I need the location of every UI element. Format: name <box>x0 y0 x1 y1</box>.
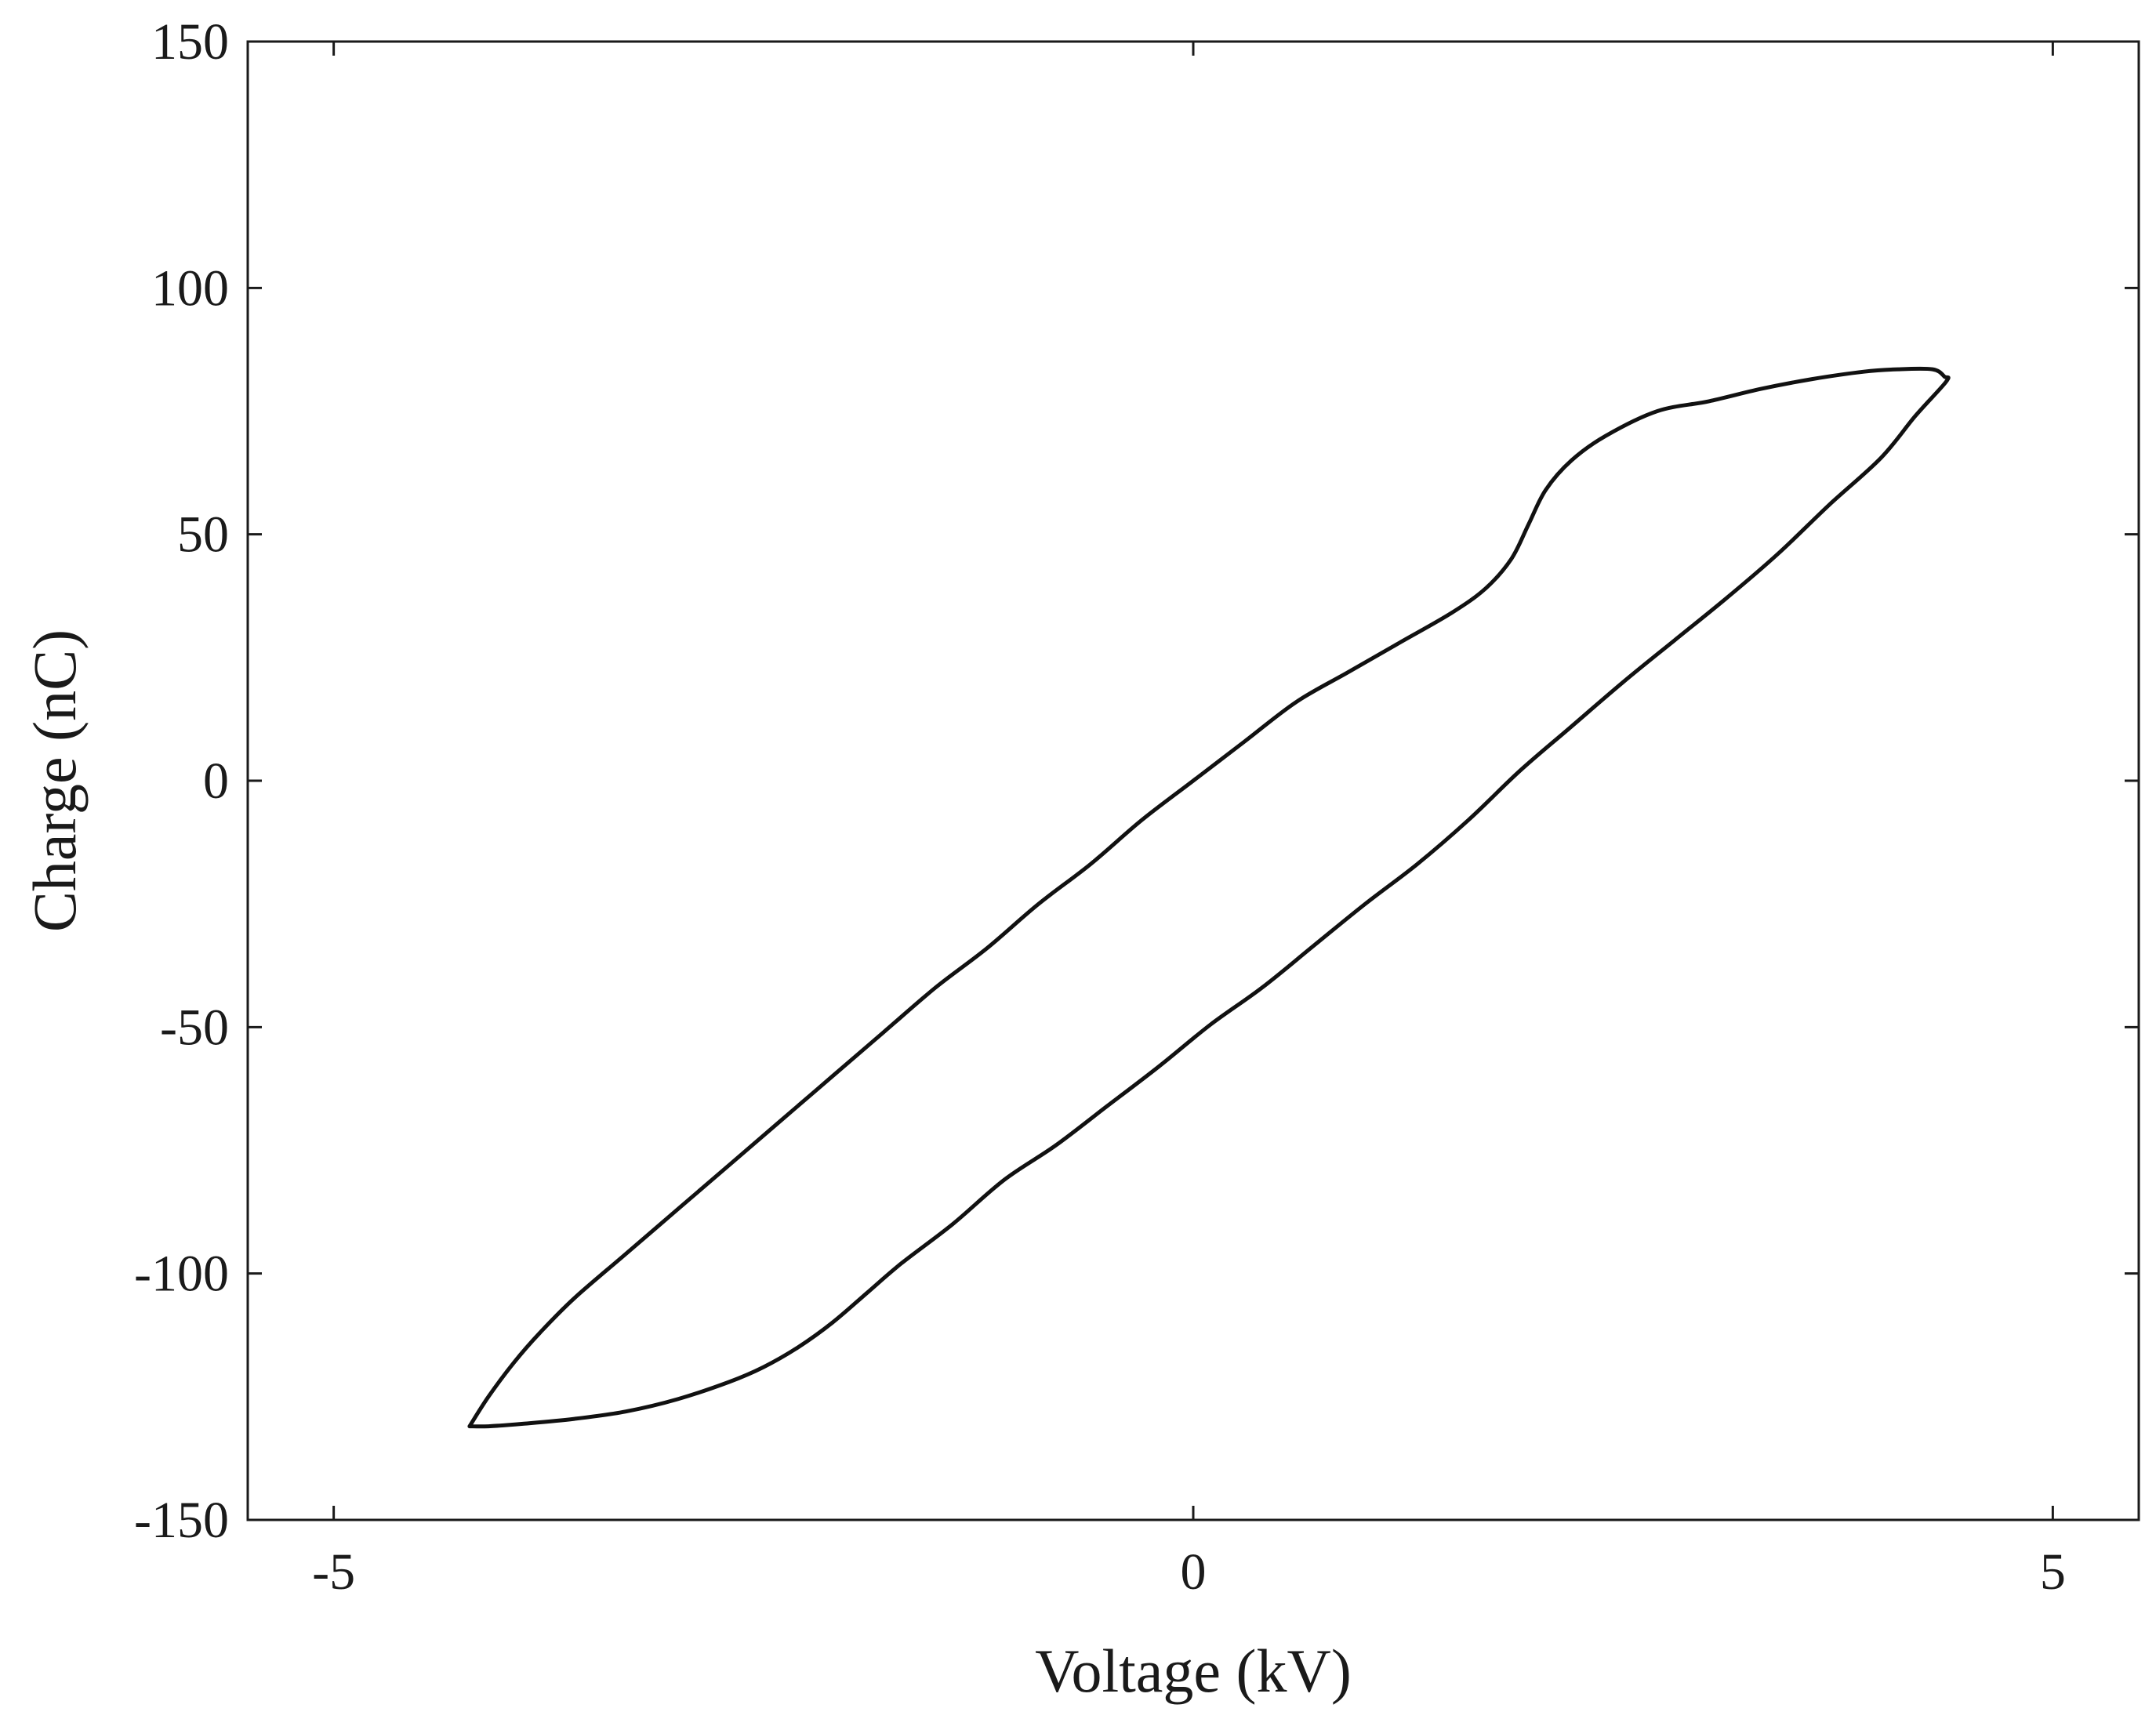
y-tick-label: 100 <box>151 259 229 317</box>
y-tick-label: 50 <box>177 506 229 564</box>
x-tick-label: -5 <box>312 1543 355 1601</box>
charge-voltage-loop <box>467 366 1951 1429</box>
y-tick-label: -50 <box>160 999 229 1056</box>
y-axis-label: Charge (nC) <box>20 629 89 932</box>
x-tick-label: 0 <box>1181 1543 1207 1601</box>
y-tick-label: -100 <box>134 1246 229 1303</box>
y-tick-label: 0 <box>203 753 229 810</box>
x-tick-label: 5 <box>2040 1543 2066 1601</box>
y-tick-label: -150 <box>134 1492 229 1549</box>
tick-marks <box>248 40 2139 1521</box>
x-axis-label: Voltage (kV) <box>1035 1637 1352 1705</box>
y-tick-label: 150 <box>151 13 229 71</box>
